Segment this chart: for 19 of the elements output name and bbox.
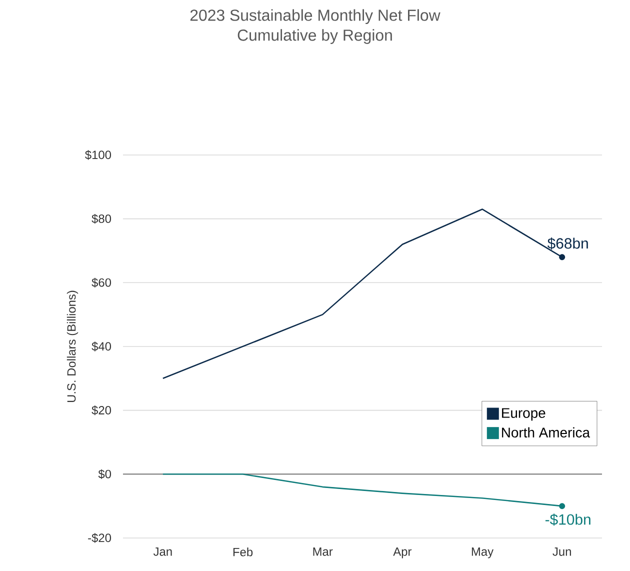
- y-tick-label: $100: [85, 150, 112, 160]
- legend-label: North America: [502, 427, 590, 438]
- x-tick-label: Mar: [313, 548, 333, 556]
- x-tick-label: Feb: [233, 548, 253, 556]
- x-tick-label: Jun: [552, 548, 571, 556]
- y-tick-label: $60: [92, 278, 112, 288]
- chart-title: 2023 Sustainable Monthly Net Flow Cumulative by Region: [190, 9, 440, 44]
- y-tick-label: $0: [98, 469, 112, 479]
- y-tick-label: $20: [92, 405, 112, 416]
- x-tick-label: May: [472, 548, 494, 558]
- y-tick-label: $40: [92, 342, 112, 352]
- y-tick-label: -$20: [88, 533, 112, 543]
- x-tick-label: Jan: [153, 548, 172, 556]
- data-label: -$10bn: [545, 514, 590, 526]
- legend-label: Europe: [502, 408, 546, 421]
- x-tick-label: Apr: [393, 548, 412, 558]
- y-axis-title: U.S. Dollars (Billions): [66, 290, 78, 402]
- data-label: $68bn: [547, 238, 588, 250]
- y-tick-label: $80: [92, 214, 112, 224]
